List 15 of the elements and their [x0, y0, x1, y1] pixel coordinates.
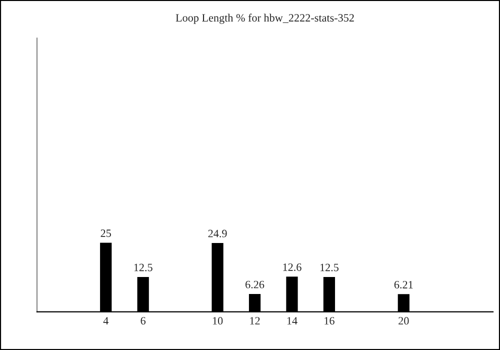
data-label: 12.5: [134, 264, 152, 272]
data-label: 12.5: [320, 264, 338, 272]
x-tick-label: 16: [324, 317, 334, 325]
data-label: 24.9: [208, 230, 227, 238]
data-label: 12.6: [283, 263, 302, 271]
chart-title: Loop Length % for hbw_2222-stats-352: [176, 14, 354, 24]
data-label: 6.21: [394, 280, 413, 288]
x-tick-label: 14: [287, 317, 298, 324]
x-tick-label: 4: [103, 317, 108, 324]
data-label: 25: [100, 230, 111, 237]
data-label: 6.26: [246, 280, 264, 288]
x-tick-label: 12: [250, 317, 260, 324]
x-tick-label: 20: [398, 317, 409, 325]
x-tick-label: 10: [212, 317, 223, 325]
x-tick-label: 6: [140, 317, 146, 325]
